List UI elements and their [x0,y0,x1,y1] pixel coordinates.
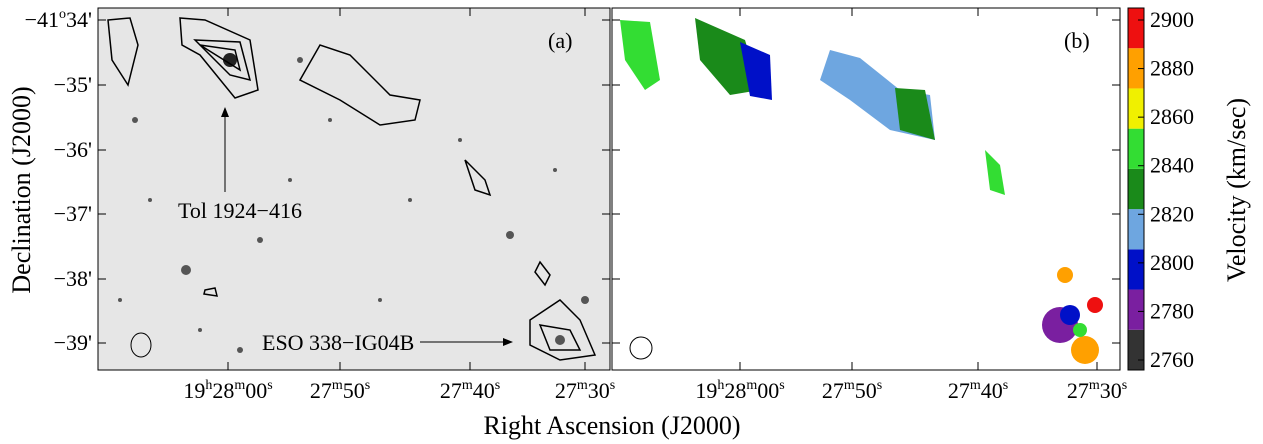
colorbar-band [1128,48,1144,89]
label-part: m [462,378,473,393]
label-part: m [844,378,855,393]
label-part: 50 [343,378,365,403]
label-part: −35' [54,72,92,97]
x-tick-label: 27m50s [822,378,882,403]
colorbar-band [1128,289,1144,330]
label-part: 28 [212,378,234,403]
label-part: s [877,378,882,393]
label-part: s [779,378,784,393]
label-part: −41 [25,7,59,32]
label-part: 27 [1067,378,1089,403]
x-tick-label: 19h28m00s [183,378,272,403]
label-part: −37' [54,201,92,226]
colorbar-frame [1127,7,1145,371]
colorbar-band [1128,209,1144,250]
label-part: s [365,378,370,393]
y-tick-label: −36' [54,137,92,162]
y-tick-label: −35' [54,72,92,97]
x-tick-label: 27m30s [1067,378,1127,403]
colorbar-band [1128,8,1144,49]
label-part: o [59,7,66,22]
colorbar-band [1128,249,1144,290]
panel-label: (a) [548,28,572,53]
label-part: s [267,378,272,393]
label-part: 27 [822,378,844,403]
label-part: −36' [54,137,92,162]
label-part: m [1089,378,1100,393]
label-part: m [577,378,588,393]
label-part: 27 [948,378,970,403]
label-part: 27 [440,378,462,403]
colorbar-tick-label: 2840 [1150,153,1194,178]
colorbar-band [1128,128,1144,169]
label-part: s [1003,378,1008,393]
label-part: 00 [757,378,779,403]
label-part: 30 [1100,378,1122,403]
label-part: s [495,378,500,393]
label-part: 34' [66,7,92,32]
contours [107,17,597,361]
panel-a [97,7,611,371]
colorbar-tick-label: 2900 [1150,7,1194,32]
stars [118,53,589,353]
label-part: h [205,378,212,393]
label-part: 27 [555,378,577,403]
label-part: m [234,378,245,393]
label-part: −39' [54,330,92,355]
label-part: m [746,378,757,393]
label-part: m [970,378,981,393]
y-tick-label: −38' [54,266,92,291]
x-tick-label: 27m40s [440,378,500,403]
colorbar-tick-label: 2800 [1150,250,1194,275]
y-axis-title: Declination (J2000) [7,86,36,293]
panel-b [611,7,1121,371]
label-part: −38' [54,266,92,291]
y-tick-label: −41o34' [25,7,92,32]
beam [629,336,653,360]
beam [130,332,152,358]
x-tick-label: 19h28m00s [695,378,784,403]
x-tick-label: 27m40s [948,378,1008,403]
colorbar-tick-label: 2880 [1150,56,1194,81]
x-axis-title: Right Ascension (J2000) [483,411,740,440]
colorbar-tick-label: 2820 [1150,201,1194,226]
x-tick-label: 27m50s [310,378,370,403]
label-part: 19 [695,378,717,403]
label-part: 50 [855,378,877,403]
annotation: ESO 338−IG04B [262,330,414,355]
annotation: Tol 1924−416 [178,198,302,223]
label-part: 27 [310,378,332,403]
colorbar-band [1128,329,1144,370]
colorbar-tick-label: 2760 [1150,347,1194,372]
colorbar-band [1128,168,1144,210]
label-part: 28 [724,378,746,403]
label-part: 30 [588,378,610,403]
label-part: s [610,378,615,393]
velocity-map [620,18,1103,364]
colorbar-tick-label: 2860 [1150,104,1194,129]
panel-label: (b) [1064,28,1090,53]
y-tick-label: −37' [54,201,92,226]
label-part: 00 [245,378,267,403]
label-part: m [332,378,343,393]
colorbar-tick-label: 2780 [1150,298,1194,323]
colorbar-title: Velocity (km/sec) [1222,98,1251,282]
colorbar-band [1128,88,1144,129]
label-part: h [717,378,724,393]
label-part: 40 [473,378,495,403]
x-tick-label: 27m30s [555,378,615,403]
label-part: s [1122,378,1127,393]
label-part: 19 [183,378,205,403]
label-part: 40 [981,378,1003,403]
y-tick-label: −39' [54,330,92,355]
